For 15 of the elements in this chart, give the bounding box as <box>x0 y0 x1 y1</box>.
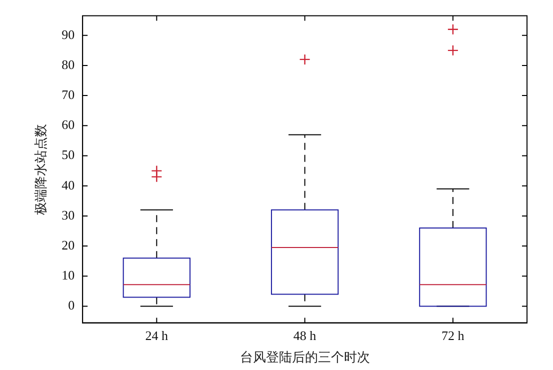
y-tick-label: 10 <box>62 268 75 283</box>
y-tick-label: 30 <box>62 207 75 222</box>
y-tick-label: 80 <box>62 56 75 72</box>
x-tick-label: 48 h <box>293 328 317 344</box>
y-tick-label: 60 <box>62 117 75 132</box>
y-tick-label: 90 <box>62 26 75 42</box>
y-tick-label: 0 <box>68 298 75 313</box>
y-tick-label: 20 <box>62 237 75 252</box>
y-tick-label: 70 <box>62 86 75 102</box>
x-axis-title: 台风登陆后的三个时次 <box>240 350 370 365</box>
y-axis-title: 极端降水站点数 <box>33 124 48 216</box>
x-tick-label: 72 h <box>442 328 465 344</box>
y-tick-label: 50 <box>62 147 75 162</box>
y-tick-label: 40 <box>62 177 75 192</box>
x-tick-label: 24 h <box>145 328 169 344</box>
